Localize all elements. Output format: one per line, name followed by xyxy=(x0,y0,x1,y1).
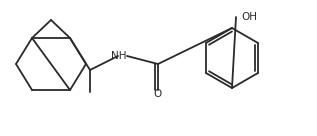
Text: NH: NH xyxy=(111,51,127,61)
Text: OH: OH xyxy=(241,12,257,22)
Text: O: O xyxy=(154,89,162,99)
